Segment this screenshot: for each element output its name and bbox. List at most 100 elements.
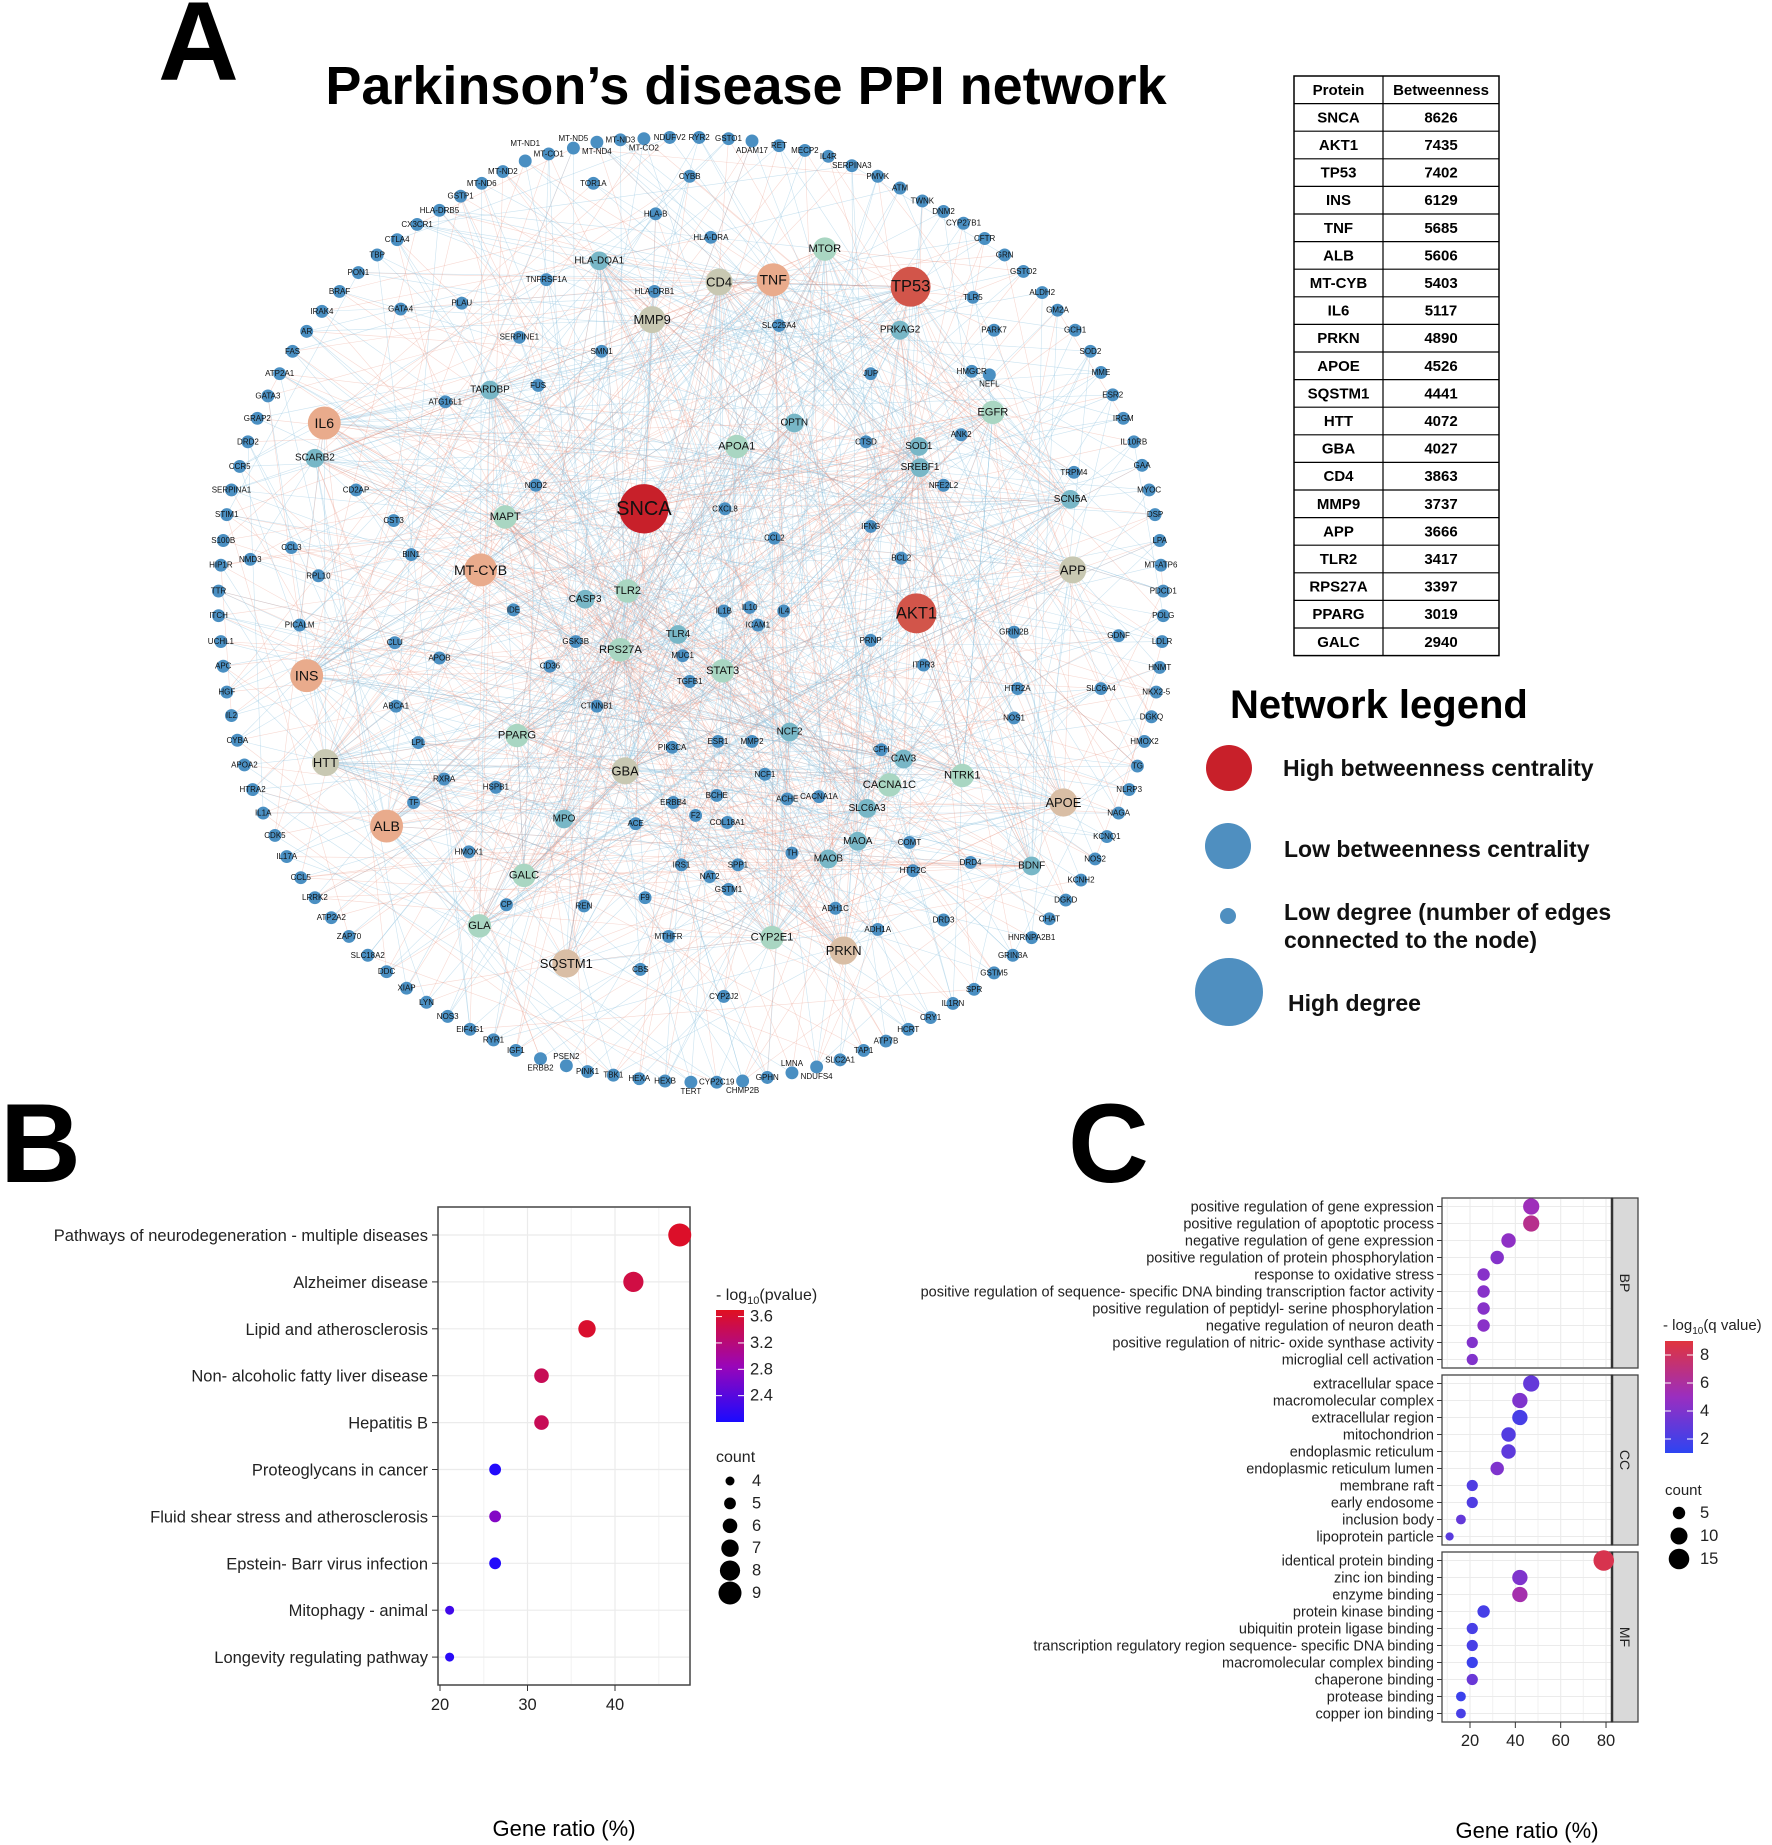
network-edge bbox=[643, 508, 868, 809]
network-edge bbox=[664, 412, 994, 1082]
network-node bbox=[250, 411, 264, 425]
node-label: CFH bbox=[873, 745, 890, 754]
network-node bbox=[1112, 629, 1126, 643]
legend-title-prefix: - log bbox=[716, 1287, 747, 1304]
network-edge bbox=[314, 508, 645, 898]
go-term-label: response to oxidative stress bbox=[1254, 1268, 1434, 1284]
node-label: GRIN2B bbox=[999, 628, 1029, 637]
plot-b-color-legend-title: - log10(pvalue) bbox=[716, 1287, 817, 1307]
network-edge bbox=[439, 657, 844, 951]
node-label: MT-CYB bbox=[454, 562, 507, 578]
network-edge bbox=[1070, 489, 1150, 500]
network-node bbox=[216, 659, 230, 673]
network-edge bbox=[962, 412, 994, 776]
network-edge bbox=[599, 260, 1064, 803]
network-node bbox=[569, 635, 583, 649]
network-node bbox=[420, 995, 433, 1009]
network-edge bbox=[640, 286, 911, 970]
network-edge bbox=[722, 670, 844, 951]
node-label: ATP2A1 bbox=[265, 369, 295, 378]
network-edge bbox=[620, 139, 626, 771]
network-node bbox=[1127, 435, 1141, 449]
go-term-label: positive regulation of gene expression bbox=[1191, 1200, 1434, 1216]
go-term-dot bbox=[1445, 1532, 1454, 1541]
network-edge bbox=[525, 160, 867, 443]
network-node bbox=[225, 709, 238, 723]
pathway-label: Proteoglycans in cancer bbox=[252, 1462, 429, 1480]
colorbar-tick-label: 8 bbox=[1700, 1346, 1709, 1364]
network-edge bbox=[396, 239, 836, 909]
network-edge bbox=[324, 329, 901, 424]
network-edge bbox=[489, 389, 931, 1018]
node-label: GRN bbox=[996, 250, 1014, 259]
network-edge bbox=[620, 279, 774, 650]
node-label: GSTO1 bbox=[715, 134, 742, 143]
network-edge bbox=[299, 441, 1134, 626]
network-edge bbox=[599, 260, 720, 283]
node-label: CST3 bbox=[383, 516, 404, 525]
network-edge bbox=[736, 279, 774, 447]
pathway-label: Pathways of neurodegeneration - multiple… bbox=[54, 1227, 428, 1245]
network-edge bbox=[943, 211, 1032, 867]
network-node bbox=[290, 659, 324, 693]
network-edge bbox=[689, 138, 729, 682]
legend-low-betweenness: Low betweenness centrality bbox=[1284, 836, 1590, 862]
network-node bbox=[529, 478, 543, 492]
network-edge bbox=[418, 742, 626, 772]
node-label: XIAP bbox=[397, 984, 415, 993]
network-edge bbox=[489, 389, 1073, 571]
network-edge bbox=[899, 330, 963, 776]
network-edge bbox=[627, 590, 1157, 693]
network-edge bbox=[495, 329, 901, 788]
network-node bbox=[780, 792, 794, 806]
network-edge bbox=[479, 775, 963, 927]
network-edge bbox=[751, 140, 1032, 867]
network-edge bbox=[252, 248, 826, 790]
network-edge bbox=[563, 818, 858, 842]
node-label: ESR2 bbox=[1102, 390, 1123, 399]
network-edge bbox=[627, 590, 817, 1068]
network-edge bbox=[794, 422, 954, 1004]
network-edge bbox=[439, 210, 825, 250]
network-edge bbox=[480, 557, 902, 571]
network-node bbox=[906, 864, 920, 878]
network-node bbox=[684, 1075, 698, 1089]
network-edge bbox=[718, 281, 890, 785]
network-edge bbox=[566, 688, 1018, 1066]
node-label: IRGM bbox=[1113, 414, 1134, 423]
network-edge bbox=[771, 286, 911, 938]
network-edge bbox=[291, 547, 1064, 803]
network-edge bbox=[736, 446, 1071, 500]
node-label: RXRA bbox=[433, 775, 456, 784]
network-edge bbox=[439, 210, 774, 280]
node-label: SQSTM1 bbox=[540, 956, 593, 971]
network-edge bbox=[728, 138, 921, 468]
node-label: SCN5A bbox=[1054, 494, 1088, 505]
network-edge bbox=[695, 467, 921, 816]
network-edge bbox=[778, 145, 901, 331]
network-node bbox=[894, 551, 908, 565]
network-edge bbox=[218, 590, 626, 772]
table-cell-betweenness: 5685 bbox=[1424, 220, 1457, 237]
network-edge bbox=[575, 279, 774, 642]
network-edge bbox=[722, 412, 994, 672]
network-edge bbox=[673, 802, 844, 951]
network-edge bbox=[324, 422, 944, 921]
node-label: NDUFS4 bbox=[801, 1072, 834, 1081]
node-label: MT-ND3 bbox=[606, 135, 636, 144]
network-edge bbox=[314, 458, 407, 989]
network-edge bbox=[563, 371, 972, 820]
go-term-dot bbox=[1466, 1639, 1478, 1652]
network-node bbox=[705, 268, 733, 296]
network-edge bbox=[325, 635, 1119, 763]
network-edge bbox=[828, 858, 995, 974]
pathway-dot bbox=[489, 1557, 502, 1570]
node-label: RYR2 bbox=[689, 133, 711, 142]
network-edge bbox=[292, 351, 481, 571]
network-edge bbox=[587, 758, 904, 1072]
network-edge bbox=[324, 422, 904, 760]
network-edge bbox=[324, 422, 387, 972]
network-edge bbox=[223, 666, 480, 927]
legend-title-sub: 10 bbox=[1692, 1326, 1704, 1337]
